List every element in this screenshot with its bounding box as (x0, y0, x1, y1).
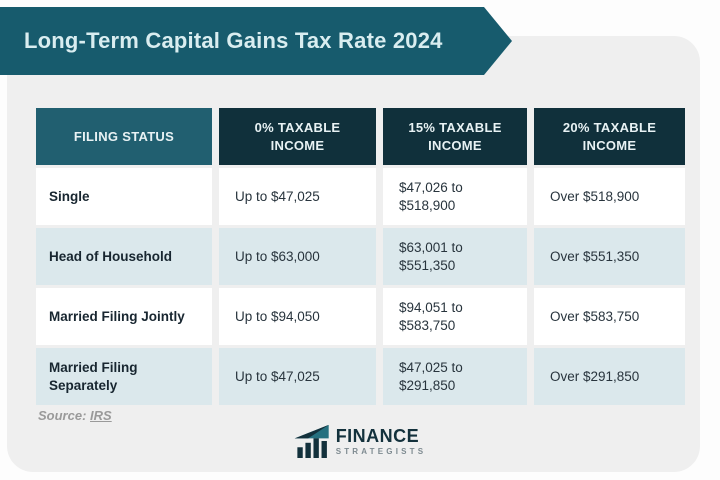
table-cell: Over $518,900 (534, 168, 685, 225)
table-cell: $47,025 to $291,850 (383, 348, 527, 405)
table-cell: $94,051 to $583,750 (383, 288, 527, 345)
title-banner: Long-Term Capital Gains Tax Rate 2024 (0, 7, 512, 75)
table-cell: Up to $63,000 (219, 228, 376, 285)
finance-strategists-logo: FINANCE STRATEGISTS (294, 424, 427, 458)
table-cell-filing-status: Married Filing Jointly (36, 288, 212, 345)
logo-wordmark: FINANCE STRATEGISTS (336, 427, 427, 456)
col-header-20-percent: 20% TAXABLE INCOME (534, 108, 685, 165)
table-cell: Over $551,350 (534, 228, 685, 285)
table-cell: Up to $47,025 (219, 168, 376, 225)
col-header-15-percent: 15% TAXABLE INCOME (383, 108, 527, 165)
logo-finance-text: FINANCE (335, 425, 420, 446)
source-note: Source: IRS (38, 408, 112, 423)
logo-strategists-text: STRATEGISTS (335, 446, 427, 456)
bar-chart-flag-icon (294, 424, 329, 458)
source-link-irs[interactable]: IRS (90, 408, 112, 423)
table-cell-filing-status: Head of Household (36, 228, 212, 285)
col-header-0-percent: 0% TAXABLE INCOME (219, 108, 376, 165)
table-cell-filing-status: Married Filing Separately (36, 348, 212, 405)
table-cell: Up to $94,050 (219, 288, 376, 345)
table-cell: Over $291,850 (534, 348, 685, 405)
page-title: Long-Term Capital Gains Tax Rate 2024 (24, 28, 443, 53)
table-cell: $47,026 to $518,900 (383, 168, 527, 225)
col-header-filing-status: FILING STATUS (36, 108, 212, 165)
table-cell-filing-status: Single (36, 168, 212, 225)
table-cell: Up to $47,025 (219, 348, 376, 405)
tax-rate-table: FILING STATUS 0% TAXABLE INCOME 15% TAXA… (36, 108, 685, 405)
table-cell: Over $583,750 (534, 288, 685, 345)
source-label: Source: (38, 408, 87, 423)
table-cell: $63,001 to $551,350 (383, 228, 527, 285)
